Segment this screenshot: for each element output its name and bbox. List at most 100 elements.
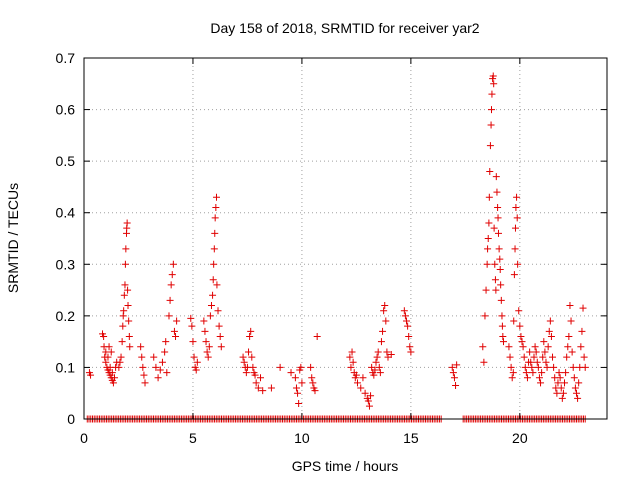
data-point <box>382 317 390 325</box>
chart-title: Day 158 of 2018, SRMTID for receiver yar… <box>210 20 479 36</box>
data-point <box>364 397 372 405</box>
data-point <box>207 302 215 310</box>
data-point <box>488 90 496 98</box>
data-point <box>107 348 115 356</box>
x-axis-label: GPS time / hours <box>292 458 399 474</box>
data-point <box>545 327 553 335</box>
data-point <box>257 374 265 382</box>
data-point <box>166 296 174 304</box>
data-point <box>452 381 460 389</box>
data-point <box>140 371 148 379</box>
data-point <box>287 369 295 377</box>
data-point <box>105 343 113 351</box>
data-point <box>246 332 254 340</box>
data-point <box>570 374 578 382</box>
data-point <box>377 338 385 346</box>
data-point <box>212 204 220 212</box>
data-point <box>254 384 262 392</box>
data-point <box>497 296 505 304</box>
data-point <box>575 379 583 387</box>
data-point <box>508 374 516 382</box>
data-point <box>201 327 209 335</box>
data-point <box>569 363 577 371</box>
data-point <box>499 332 507 340</box>
data-point <box>239 353 247 361</box>
data-point <box>311 387 319 395</box>
data-point <box>492 286 500 294</box>
data-point <box>102 358 110 366</box>
data-point <box>248 353 256 361</box>
data-point <box>521 363 529 371</box>
data-point <box>152 363 160 371</box>
data-point <box>484 245 492 253</box>
data-point <box>215 322 223 330</box>
data-point <box>526 348 534 356</box>
data-point <box>530 353 538 361</box>
data-point <box>542 358 550 366</box>
x-tick-label: 0 <box>80 430 88 446</box>
data-point <box>313 332 321 340</box>
data-point <box>449 369 457 377</box>
data-point <box>353 379 361 387</box>
data-point <box>295 400 303 408</box>
data-point <box>125 317 133 325</box>
data-point <box>259 387 267 395</box>
data-point <box>380 307 388 315</box>
data-point <box>520 353 528 361</box>
y-tick-label: 0.2 <box>56 308 76 324</box>
data-point <box>376 369 384 377</box>
data-point <box>87 371 95 379</box>
data-point <box>522 369 530 377</box>
data-point <box>346 353 354 361</box>
y-tick-label: 0 <box>67 411 75 427</box>
data-point <box>347 363 355 371</box>
data-point <box>539 353 547 361</box>
data-point <box>371 366 379 374</box>
data-point <box>372 358 380 366</box>
data-point <box>373 353 381 361</box>
x-tick-label: 10 <box>294 430 310 446</box>
data-point <box>141 379 149 387</box>
data-point <box>516 322 524 330</box>
data-point <box>125 332 133 340</box>
data-point <box>242 369 250 377</box>
data-point <box>192 366 200 374</box>
data-point <box>511 224 519 232</box>
data-point <box>579 304 587 312</box>
data-point <box>481 312 489 320</box>
data-point <box>535 374 543 382</box>
data-point <box>297 363 305 371</box>
data-point <box>498 322 506 330</box>
data-point <box>406 343 414 351</box>
data-point <box>115 363 123 371</box>
data-point <box>138 353 146 361</box>
data-point <box>492 173 500 181</box>
data-point <box>507 363 515 371</box>
data-point <box>172 332 180 340</box>
data-point <box>168 271 176 279</box>
y-tick-label: 0.1 <box>56 359 76 375</box>
data-point <box>541 348 549 356</box>
data-point <box>513 214 521 222</box>
data-point <box>494 204 502 212</box>
data-point <box>167 281 175 289</box>
y-tick-label: 0.5 <box>56 153 76 169</box>
data-point <box>139 363 147 371</box>
data-point <box>489 72 497 80</box>
data-point <box>485 193 493 201</box>
y-tick-label: 0.3 <box>56 256 76 272</box>
data-point <box>123 219 131 227</box>
data-point <box>486 142 494 150</box>
data-point <box>523 374 531 382</box>
data-point <box>120 291 128 299</box>
data-point <box>566 302 574 310</box>
data-point <box>206 312 214 320</box>
data-point <box>367 392 375 400</box>
data-point <box>104 353 112 361</box>
data-point <box>404 322 412 330</box>
data-point <box>387 351 395 359</box>
data-point <box>480 358 488 366</box>
data-point <box>567 317 575 325</box>
data-point <box>494 214 502 222</box>
